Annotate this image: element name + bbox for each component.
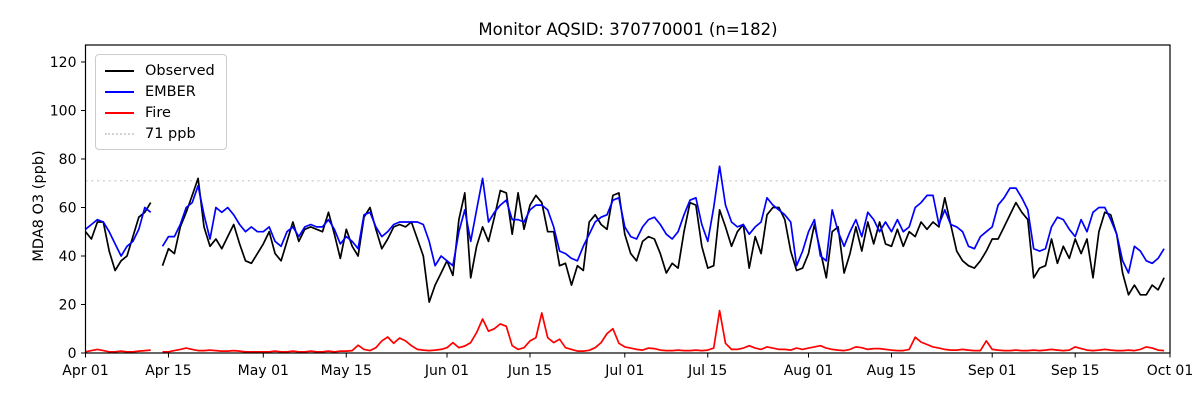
svg-text:Jun 15: Jun 15 bbox=[507, 363, 552, 379]
svg-text:Sep 01: Sep 01 bbox=[968, 363, 1017, 379]
svg-text:Apr 15: Apr 15 bbox=[145, 363, 191, 379]
svg-text:Apr 01: Apr 01 bbox=[62, 363, 108, 379]
svg-text:100: 100 bbox=[50, 103, 77, 119]
svg-text:Jun 01: Jun 01 bbox=[424, 363, 469, 379]
legend: Observed EMBER Fire 71 ppb bbox=[95, 54, 227, 150]
legend-item-observed: Observed bbox=[105, 62, 215, 79]
threshold-line-sample bbox=[105, 132, 134, 135]
legend-item-ember: EMBER bbox=[105, 83, 215, 100]
y-axis-label: MDA8 O3 (ppb) bbox=[31, 150, 47, 262]
svg-text:20: 20 bbox=[59, 297, 77, 313]
legend-item-fire: Fire bbox=[105, 104, 215, 121]
svg-text:Aug 01: Aug 01 bbox=[784, 363, 834, 379]
svg-text:May 01: May 01 bbox=[238, 363, 289, 379]
svg-text:Sep 15: Sep 15 bbox=[1051, 363, 1100, 379]
chart-title: Monitor AQSID: 370770001 (n=182) bbox=[478, 20, 778, 39]
svg-text:0: 0 bbox=[68, 346, 77, 362]
ember-line-sample bbox=[105, 90, 134, 93]
svg-text:60: 60 bbox=[59, 200, 77, 216]
fire-line-sample bbox=[105, 111, 134, 114]
svg-text:40: 40 bbox=[59, 249, 77, 265]
legend-label-observed: Observed bbox=[145, 62, 215, 79]
svg-text:Jul 15: Jul 15 bbox=[687, 363, 727, 379]
svg-text:Jul 01: Jul 01 bbox=[604, 363, 644, 379]
svg-text:Oct 01: Oct 01 bbox=[1147, 363, 1193, 379]
svg-text:80: 80 bbox=[59, 152, 77, 168]
observed-line-sample bbox=[105, 69, 134, 72]
svg-text:120: 120 bbox=[50, 55, 77, 71]
svg-text:Aug 15: Aug 15 bbox=[867, 363, 917, 379]
legend-item-threshold: 71 ppb bbox=[105, 125, 215, 142]
svg-text:May 15: May 15 bbox=[321, 363, 372, 379]
legend-label-fire: Fire bbox=[145, 104, 171, 121]
legend-label-threshold: 71 ppb bbox=[145, 125, 196, 142]
legend-label-ember: EMBER bbox=[145, 83, 196, 100]
